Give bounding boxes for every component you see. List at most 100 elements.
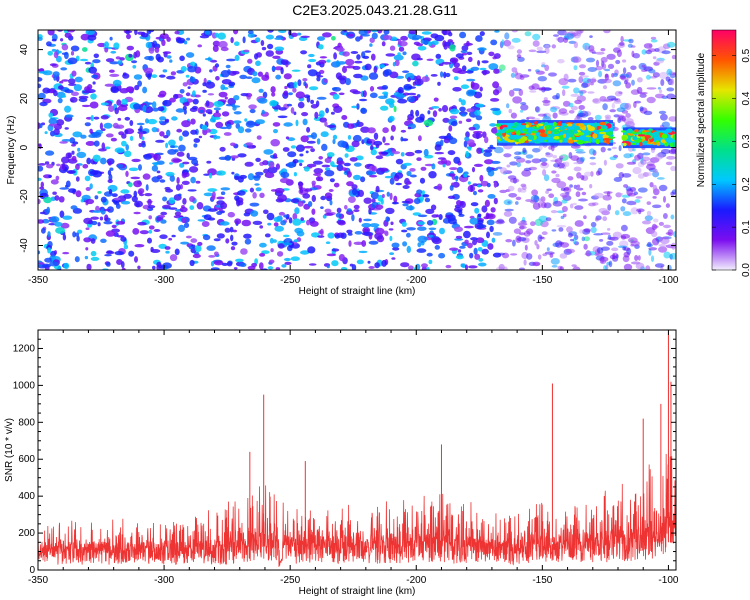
spectrogram-cell — [534, 262, 540, 266]
spectrogram-cell — [602, 216, 608, 222]
spectrogram-cell — [387, 100, 395, 104]
signal-band-cell — [551, 129, 560, 133]
spectrogram-cell — [287, 151, 297, 158]
spectrogram-cell — [658, 243, 668, 247]
spectrogram-cell — [207, 188, 217, 192]
spectrogram-cell — [280, 171, 290, 179]
spectrogram-cell — [439, 227, 445, 235]
spectrogram-cell — [561, 206, 568, 212]
signal-band-cell — [665, 128, 673, 133]
spectrogram-cell — [580, 174, 585, 181]
spectrogram-cell — [52, 71, 60, 77]
spectrogram-cell — [284, 257, 291, 262]
spectrogram-cell — [427, 110, 431, 115]
spectrogram-cell — [326, 265, 330, 269]
spectrogram-cell — [53, 90, 58, 97]
spectrogram-cell — [402, 185, 410, 189]
spectrogram-cell — [598, 70, 603, 78]
spectrogram-cell — [303, 81, 307, 86]
spectrogram-cell — [252, 71, 258, 77]
spectrogram-cell — [164, 186, 171, 191]
spectrogram-cell — [128, 167, 139, 172]
spectrogram-cell — [74, 76, 83, 83]
spectrogram-cell — [358, 30, 368, 36]
signal-band-cell — [639, 142, 643, 147]
snr-line — [38, 453, 676, 567]
signal-band-cell — [544, 121, 549, 126]
spectrogram-cell — [426, 252, 433, 257]
spectrogram-cell — [55, 227, 66, 234]
spectrogram-cell — [437, 183, 443, 191]
spectrogram-cell — [416, 157, 422, 162]
spectrogram-cell — [428, 259, 433, 265]
spectrogram-cell — [428, 41, 432, 47]
spectrogram-cell — [75, 232, 80, 237]
spectrogram-cell — [71, 70, 77, 77]
spectrogram-cell — [215, 110, 219, 114]
spectrogram-cell — [574, 205, 584, 210]
spectrogram-cell — [109, 61, 120, 65]
spectrogram-cell — [42, 87, 51, 94]
spectrogram-cell — [190, 61, 196, 67]
spectrogram-cell — [652, 56, 657, 60]
spectrogram-cell — [104, 214, 109, 221]
spectrogram-cell — [414, 149, 423, 154]
signal-band-cell — [586, 131, 592, 135]
signal-band-cell — [561, 129, 570, 134]
signal-band-cell — [547, 130, 552, 135]
x-tick-label: -350 — [28, 275, 48, 286]
spectrogram-cell — [267, 43, 274, 50]
spectrogram-cell — [410, 109, 414, 117]
spectrogram-cell — [417, 235, 428, 243]
spectrogram-cell — [474, 207, 480, 214]
spectrogram-cell — [202, 89, 207, 93]
spectrogram-cell — [449, 57, 459, 63]
spectrogram-cell — [244, 238, 252, 245]
spectrogram-cell — [646, 243, 653, 248]
spectrogram-cell — [269, 237, 274, 244]
spectrogram-cell — [292, 87, 297, 93]
spectrogram-cell — [389, 192, 393, 201]
spectrogram-cell — [544, 44, 550, 49]
spectrogram-cell — [306, 126, 311, 133]
spectrogram-cell — [204, 30, 211, 35]
spectrogram-cell — [393, 54, 404, 61]
spectrogram-cell — [308, 53, 315, 58]
spectrogram-signal-band — [494, 120, 676, 149]
spectrogram-cell — [100, 102, 109, 106]
spectrogram-cell — [323, 78, 328, 84]
spectrogram-cell — [268, 259, 275, 264]
spectrogram-cell — [78, 95, 89, 99]
spectrogram-cell — [480, 180, 489, 187]
spectrogram-cell — [321, 164, 331, 168]
spectrogram-cell — [213, 238, 221, 242]
spectrogram-cell — [40, 181, 44, 188]
spectrogram-cell — [670, 191, 675, 196]
spectrogram-cell — [395, 158, 404, 165]
spectrogram-cell — [501, 39, 505, 47]
spectrogram-cell — [255, 60, 261, 67]
spectrogram-cell — [225, 64, 231, 69]
spectrogram-cell — [532, 202, 541, 210]
signal-band-cell — [500, 128, 506, 134]
spectrogram-cell — [229, 155, 239, 159]
spectrogram-cell — [553, 163, 560, 168]
spectrogram-cell — [302, 78, 308, 82]
spectrogram-cell — [92, 210, 103, 213]
spectrogram-cell — [358, 250, 368, 254]
spectrogram-cell — [46, 164, 54, 169]
spectrogram-cell — [229, 226, 234, 233]
spectrogram-cell — [572, 56, 582, 63]
spectrogram-cell — [581, 236, 585, 242]
spectrogram-cell — [673, 230, 676, 238]
spectrogram-cell — [207, 111, 213, 115]
spectrogram-cell — [302, 193, 311, 199]
spectrogram-cell — [391, 242, 400, 248]
spectrogram-cell — [162, 69, 168, 73]
spectrogram-cell — [263, 168, 269, 174]
spectrogram-cell — [301, 112, 309, 117]
spectrogram-cell — [95, 205, 100, 212]
spectrogram-cell — [175, 108, 185, 113]
spectrogram-cell — [603, 30, 611, 34]
spectrogram-cell — [79, 58, 89, 62]
